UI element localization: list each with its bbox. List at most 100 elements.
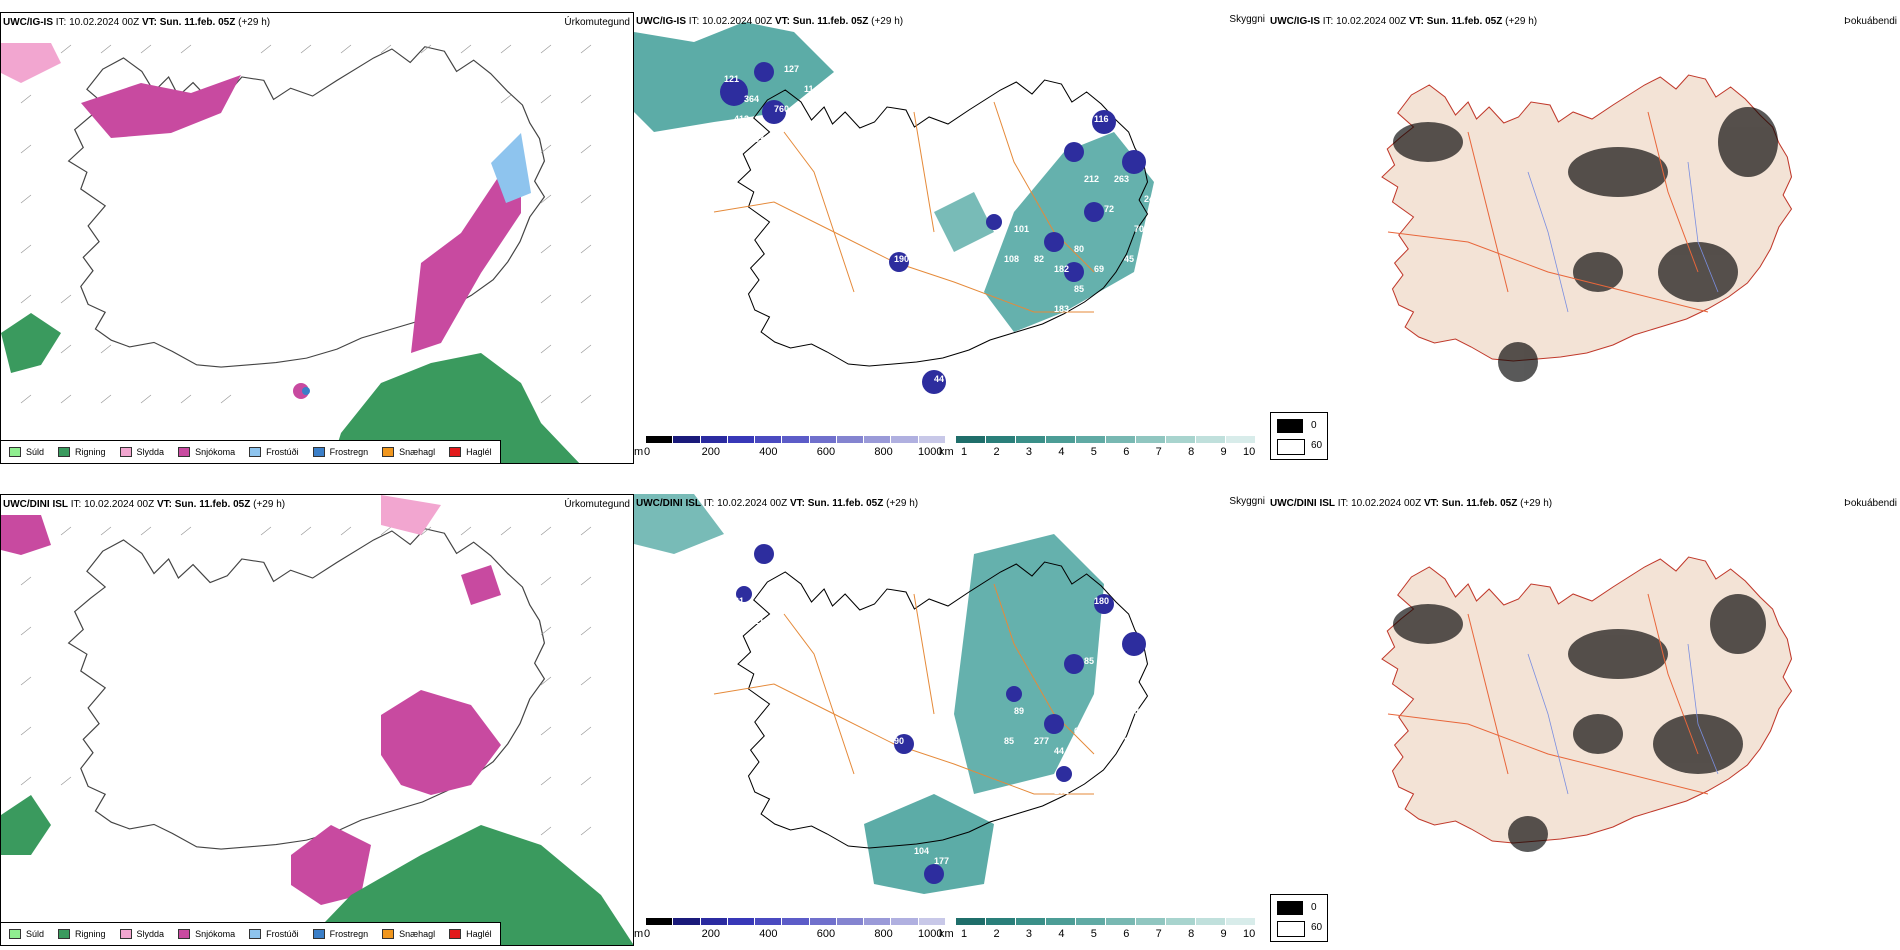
colorbar-swatch (1196, 436, 1226, 443)
colorbar-swatch (1106, 918, 1136, 925)
visibility-label: 116 (1094, 114, 1109, 124)
colorbar-swatch (809, 918, 837, 925)
colorbar-swatch (1226, 436, 1256, 443)
visibility-label: 127 (1124, 596, 1139, 606)
colorbar-swatch (782, 436, 810, 443)
panel-title: Þokuábendi (1844, 498, 1897, 509)
colorbar-swatch (891, 918, 919, 925)
panel-header: UWC/DINI ISL IT: 10.02.2024 00Z VT: Sun.… (1270, 498, 1553, 509)
snow-area (1, 43, 61, 83)
visibility-label: 70 (1134, 224, 1144, 234)
visibility-label: 60 (1064, 334, 1074, 344)
visibility-label: 364 (744, 94, 759, 104)
colorbar-tick: 200 (701, 928, 720, 940)
colorbar-tick: 1000 (918, 928, 943, 940)
colorbar-tick: 1 (961, 446, 968, 458)
visibility-label: 17 (744, 576, 754, 586)
m-colorbar (646, 918, 946, 925)
colorbar-swatch (1046, 918, 1076, 925)
sky-panel-row1: 121 364 413 636 760 893 127 11 190 94 44 81 116 111 66… (634, 12, 1268, 464)
m-colorbar-labels: m 0 200 400 600 800 1000 (634, 446, 944, 462)
snow-area (81, 75, 241, 138)
visibility-label: 85 (1004, 736, 1014, 746)
colorbar-swatch (1106, 436, 1136, 443)
colorbar-tick: 5 (1090, 928, 1097, 940)
visibility-label: 95 (774, 586, 784, 596)
colorbar-swatch (1136, 918, 1166, 925)
colorbar-swatch (836, 436, 865, 443)
visibility-label: 59 (1104, 776, 1114, 786)
colorbar-tick: 800 (874, 446, 893, 458)
colorbar-unit: km (939, 446, 954, 458)
visibility-label: 102 (1104, 294, 1119, 304)
colorbar-swatch (986, 436, 1016, 443)
visibility-label: 102 (1054, 786, 1069, 796)
colorbar-tick: 0 (644, 446, 651, 458)
visibility-label: 127 (794, 616, 809, 626)
m-colorbar (646, 436, 946, 443)
visibility-label: 80 (1074, 244, 1084, 254)
panel-header: UWC/IG-IS IT: 10.02.2024 00Z VT: Sun. 11… (3, 17, 271, 28)
colorbar-swatch (836, 918, 865, 925)
m-colorbar-labels: m 0 200 400 600 800 1000 (634, 928, 944, 944)
visibility-label: 72 (1104, 204, 1114, 214)
visibility-label: 263 (1114, 174, 1129, 184)
fog-map-row2 (1381, 556, 1793, 852)
visibility-label: 139 (804, 566, 819, 576)
visibility-label: 44 (1054, 746, 1064, 756)
rain-area (1, 313, 61, 373)
colorbar-tick: 3 (1025, 446, 1032, 458)
precip-panel-row2: UWC/DINI ISL IT: 10.02.2024 00Z VT: Sun.… (0, 494, 634, 946)
legend-item: Frostúði (249, 447, 299, 457)
legend-item: Snæhagl (382, 447, 435, 457)
colorbar-swatch (809, 436, 837, 443)
colorbar-tick: 10 (1243, 928, 1256, 940)
visibility-label: 82 (1034, 254, 1044, 264)
visibility-label: 760 (774, 104, 789, 114)
colorbar-swatch (864, 918, 892, 925)
visibility-label: 21 (734, 596, 744, 606)
legend-item: Súld (9, 929, 44, 939)
colorbar-tick: 6 (1123, 446, 1130, 458)
panel-title: Skyggni (1229, 14, 1265, 25)
sky-blue-cells (720, 62, 1146, 394)
legend-item: Slydda (119, 447, 164, 457)
precip-map-row2 (1, 495, 633, 945)
colorbar-swatch (1046, 436, 1076, 443)
legend-item: Frostúði (249, 929, 299, 939)
visibility-label: 190 (894, 254, 909, 264)
fog-panel-row1: UWC/IG-IS IT: 10.02.2024 00Z VT: Sun. 11… (1268, 12, 1900, 464)
panel-title: Skyggni (1229, 496, 1265, 507)
visibility-label: 63 (1084, 324, 1094, 334)
visibility-label: 66 (1154, 144, 1164, 154)
legend-item: Súld (9, 447, 44, 457)
colorbar-tick: 7 (1155, 928, 1162, 940)
visibility-label: 44 (934, 374, 944, 384)
colorbar-tick: 1 (961, 928, 968, 940)
colorbar-tick: 4 (1058, 446, 1065, 458)
colorbar-swatch (956, 918, 986, 925)
colorbar-tick: 9 (1220, 928, 1227, 940)
colorbar-tick: 0 (644, 928, 651, 940)
colorbar-tick: 8 (1188, 928, 1195, 940)
visibility-label: 104 (914, 846, 929, 856)
colorbar-tick: 4 (1058, 928, 1065, 940)
visibility-label: 277 (1034, 736, 1049, 746)
visibility-label: 15 (1084, 806, 1094, 816)
fog-map-row1 (1381, 74, 1793, 382)
colorbar-swatch (755, 436, 783, 443)
panel-title: Þokuábendi (1844, 16, 1897, 27)
colorbar-swatch (782, 918, 810, 925)
legend-item: Haglél (449, 447, 492, 457)
colorbar-swatch (646, 436, 674, 443)
colorbar-swatch (918, 918, 946, 925)
km-colorbar-labels: km 1 2 3 4 5 6 7 8 9 10 (939, 446, 1264, 462)
visibility-label: 183 (1054, 304, 1069, 314)
visibility-label: 100 (884, 756, 899, 766)
colorbar-swatch (1016, 436, 1046, 443)
colorbar-tick: 600 (816, 928, 836, 940)
colorbar-tick: 400 (759, 928, 778, 940)
visibility-label: 180 (1094, 596, 1109, 606)
visibility-label: 111 (724, 556, 738, 566)
legend-item: Haglél (449, 929, 492, 939)
